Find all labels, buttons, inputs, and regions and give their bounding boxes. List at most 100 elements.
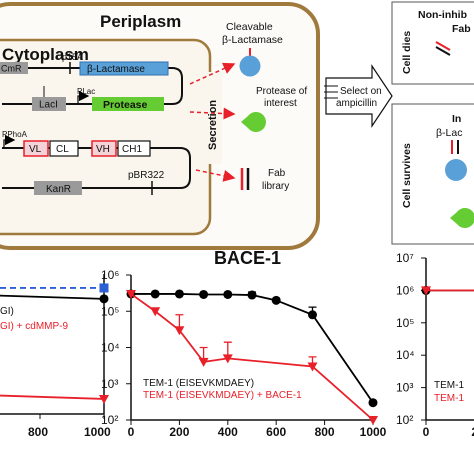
bace1-title: BACE-1 <box>214 248 281 268</box>
p15a-label: p15A <box>62 52 83 62</box>
laci-gene <box>32 97 66 111</box>
cmr-label: CmR <box>1 64 22 74</box>
bace1-data-point <box>223 289 233 299</box>
cmr-gene <box>0 62 28 74</box>
plac-label: PLac <box>77 87 95 96</box>
left-xtick-800: 800 <box>28 425 48 439</box>
cleavable-label: Cleavable <box>226 21 273 33</box>
protease-label-2: interest <box>264 98 297 109</box>
select-label-1: Select on <box>340 86 382 97</box>
export-arrow-2 <box>189 107 236 120</box>
protease-enzyme <box>241 112 266 132</box>
schematic: Periplasm Cytoplasm CmR p15A β-Lactamase… <box>0 1 474 250</box>
bace1-xtick-label: 800 <box>315 425 335 439</box>
fab-label-2: library <box>262 181 289 192</box>
right-ytick-label: 10² <box>396 413 413 427</box>
chart-left: 800 1000 GI) GI) + cdMMP-9 <box>0 274 111 439</box>
cytoplasm-label: Cytoplasm <box>2 45 89 64</box>
right-ytick-label: 10⁵ <box>396 316 414 330</box>
left-legend-1: GI) <box>0 306 14 317</box>
fab-label-1: Fab <box>268 168 286 179</box>
inhib-label: In <box>452 113 461 125</box>
kanr-gene <box>34 181 82 195</box>
noninhib-fab-label: Fab <box>452 23 471 35</box>
right-ytick-label: 10⁴ <box>396 348 415 362</box>
ppho-label: PPhoA <box>2 130 28 139</box>
right-xtick-label: 20 <box>471 425 474 439</box>
left-xtick-1000: 1000 <box>84 425 111 439</box>
selection-arrow <box>325 64 393 128</box>
blac-enzyme-survives <box>445 159 467 181</box>
export-arrow-1 <box>189 62 236 85</box>
bace1-ytick-label: 10⁵ <box>101 304 119 318</box>
vl-label: VL <box>29 144 42 155</box>
bace1-legend-1: TEM-1 (EISEVKMDAEY) <box>143 378 254 389</box>
chart-bace1: BACE-1 10² 10³ 10⁴ 10⁵ 10⁶ 0 200 400 600 800 1000… <box>101 248 387 439</box>
blac-enzyme <box>239 55 261 77</box>
bace1-data-point <box>368 416 378 425</box>
bace1-data-point <box>198 357 209 367</box>
blac-gene <box>79 61 169 76</box>
right-ytick-label: 10³ <box>396 381 413 395</box>
blac-gene-label: β-Lactamase <box>87 64 145 75</box>
left-data-point <box>99 394 109 404</box>
plasmid-1: CmR p15A β-Lactamase LacI PLac Protease <box>0 52 183 111</box>
bace1-data-point <box>126 289 136 299</box>
vl-gene <box>23 140 49 157</box>
protease-survives <box>450 208 474 228</box>
cl-label: CL <box>56 144 69 155</box>
laci-label: LacI <box>39 100 58 111</box>
ch1-gene <box>117 140 151 157</box>
bace1-data-point <box>174 326 185 336</box>
bace1-ytick-label: 10³ <box>101 377 118 391</box>
cell-survives-label: Cell survives <box>401 143 413 208</box>
cl-gene <box>49 140 79 157</box>
bace1-series-line <box>130 293 374 421</box>
kanr-label: KanR <box>46 184 71 195</box>
bace1-data-point <box>150 307 161 317</box>
right-legend-1: TEM-1 <box>434 380 464 391</box>
left-data-point <box>99 283 109 293</box>
outcome-dies: Cell dies Non-inhib Fab <box>391 1 474 85</box>
right-ytick-label: 10⁷ <box>396 251 414 265</box>
secretion-label: Secretion <box>207 100 219 150</box>
right-ytick-label: 10⁶ <box>396 283 414 297</box>
bace1-data-point <box>308 310 317 320</box>
select-label-2: ampicillin <box>336 98 377 109</box>
outcome-survives: Cell survives In β-Lac <box>391 103 474 245</box>
bace1-data-point <box>271 295 281 305</box>
bace1-xtick-label: 1000 <box>360 425 387 439</box>
right-xtick-label: 0 <box>423 425 430 439</box>
bace1-legend-2: TEM-1 (EISEVKMDAEY) + BACE-1 <box>143 390 302 401</box>
ch1-label: CH1 <box>122 144 142 155</box>
left-series-line <box>0 294 105 300</box>
bace1-data-point <box>368 398 378 408</box>
vh-gene <box>91 140 117 157</box>
cell-dies-label: Cell dies <box>401 31 413 74</box>
chart-right: 10² 10³ 10⁴ 10⁵ 10⁶ 10⁷ 0 20 TEM-1 TEM-1 <box>396 251 474 439</box>
bace1-data-point <box>150 289 160 299</box>
bace1-xtick-label: 0 <box>128 425 135 439</box>
periplasm-label: Periplasm <box>100 12 181 31</box>
bace1-data-point <box>199 289 209 299</box>
bace1-data-point <box>222 354 233 364</box>
bace1-xtick-label: 200 <box>169 425 189 439</box>
protease-label-1: Protease of <box>256 86 307 97</box>
right-legend-2: TEM-1 <box>434 393 464 404</box>
pbr-label: pBR322 <box>128 170 165 181</box>
right-series-line <box>426 289 474 292</box>
bace1-data-point <box>307 362 318 372</box>
bace1-ytick-label: 10⁶ <box>101 268 119 282</box>
left-series-line <box>0 394 105 400</box>
bace1-xtick-label: 600 <box>266 425 286 439</box>
bace1-ytick-label: 10² <box>101 413 118 427</box>
noninhib-label: Non-inhib <box>418 9 467 21</box>
bace1-data-point <box>247 290 257 300</box>
plasmid-2: PPhoA VL CL VH CH1 KanR pBR322 <box>2 130 191 195</box>
left-data-point <box>99 294 109 304</box>
bace1-ytick-label: 10⁴ <box>101 341 120 355</box>
bace1-xtick-label: 400 <box>218 425 238 439</box>
blac-label: β-Lactamase <box>222 34 283 46</box>
protease-gene <box>92 97 164 111</box>
